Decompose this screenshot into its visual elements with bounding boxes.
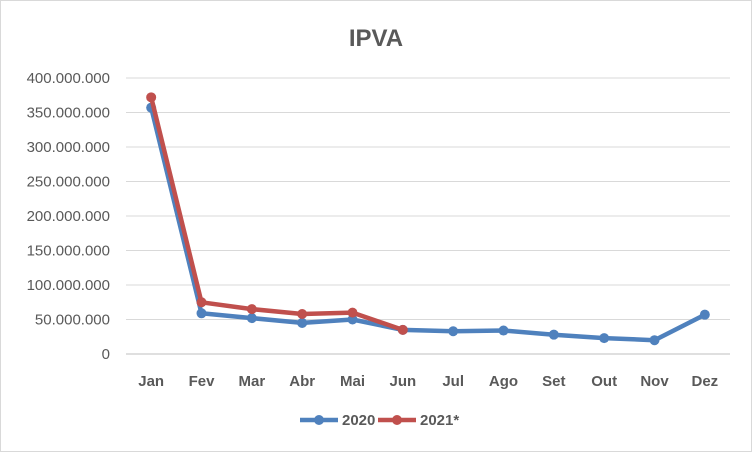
data-point [196,308,207,319]
x-tick-label: Jan [138,373,164,390]
y-tick-label: 100.000.000 [27,277,110,294]
chart-title: IPVA [349,25,403,52]
y-tick-label: 50.000.000 [35,312,110,329]
series-line [148,105,708,343]
data-point [448,326,459,337]
x-tick-label: Mar [238,373,265,390]
x-tick-label: Set [542,373,565,390]
x-tick-label: Fev [189,373,216,390]
x-tick-label: Ago [489,373,518,390]
x-tick-label: Jul [442,373,464,390]
legend-label: 2021* [420,412,459,429]
x-tick-label: Abr [289,373,315,390]
data-point [246,304,257,315]
series-2020 [146,102,710,346]
data-point [649,335,660,346]
legend-item: 2021* [378,412,459,429]
x-tick-label: Mai [340,373,365,390]
x-tick-label: Out [591,373,617,390]
series-line [148,95,406,333]
legend-swatch-marker [392,415,402,425]
x-tick-label: Dez [691,373,718,390]
y-axis-ticks: 0 50.000.000 100.000.000 150.000.000 200.000… [27,70,110,363]
y-tick-label: 200.000.000 [27,208,110,225]
data-point [699,309,710,320]
data-point [498,325,509,336]
legend-label: 2020 [342,412,375,429]
x-tick-label: Nov [640,373,669,390]
x-tick-label: Jun [389,373,416,390]
data-point [347,314,358,325]
y-tick-label: 150.000.000 [27,243,110,260]
data-point [146,92,157,103]
data-point [548,329,559,340]
legend: 2020 2021* [300,412,459,429]
y-tick-label: 0 [102,346,110,363]
y-tick-label: 350.000.000 [27,105,110,122]
legend-item: 2020 [300,412,375,429]
y-tick-label: 300.000.000 [27,139,110,156]
legend-swatch-marker [314,415,324,425]
gridlines [126,77,730,355]
y-tick-label: 250.000.000 [27,174,110,191]
y-tick-label: 400.000.000 [27,70,110,87]
series-layer [146,92,710,346]
data-point [347,307,358,318]
data-point [196,297,207,308]
x-axis-ticks: Jan Fev Mar Abr Mai Jun Jul Ago Set Out Nov Dez [138,373,718,390]
data-point [297,317,308,328]
series-2021 [146,92,408,335]
data-point [599,333,610,344]
data-point [246,313,257,324]
data-point [297,308,308,319]
data-point [397,324,408,335]
